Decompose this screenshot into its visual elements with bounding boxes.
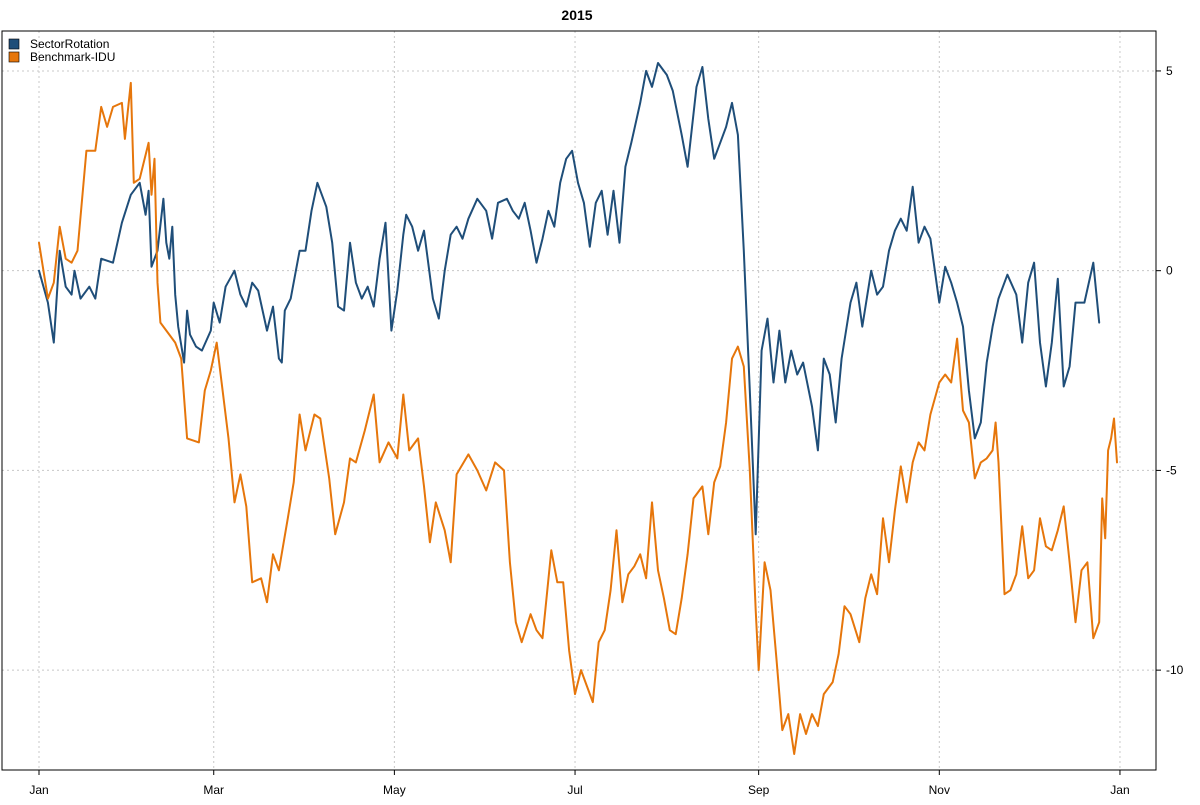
x-tick-label: Sep	[748, 783, 770, 797]
series-line-sectorrotation	[38, 62, 1101, 536]
x-tick-label: Nov	[929, 783, 950, 797]
legend-label: SectorRotation	[30, 37, 109, 51]
x-tick-label: Jan	[29, 783, 48, 797]
plot-area-frame	[1, 30, 1157, 771]
y-tick-label: 5	[1166, 64, 1173, 78]
series-line-benchmark-idu	[38, 81, 1118, 755]
y-axis: 5 0 -5 -10	[1156, 64, 1184, 677]
legend-swatch	[8, 51, 20, 63]
y-tick-label: 0	[1166, 264, 1173, 278]
x-axis: Jan Mar May Jul Sep Nov Jan	[29, 770, 1130, 797]
legend-label: Benchmark-IDU	[30, 50, 115, 64]
x-tick-label: Jul	[567, 783, 582, 797]
legend-swatch	[8, 38, 20, 50]
grid-lines	[2, 31, 1156, 770]
series-lines	[38, 62, 1118, 755]
x-tick-label: May	[383, 783, 406, 797]
y-tick-label: -10	[1166, 663, 1184, 677]
x-tick-label: Jan	[1110, 783, 1129, 797]
y-tick-label: -5	[1166, 463, 1177, 477]
x-tick-label: Mar	[203, 783, 224, 797]
chart-title: 2015	[561, 7, 592, 23]
